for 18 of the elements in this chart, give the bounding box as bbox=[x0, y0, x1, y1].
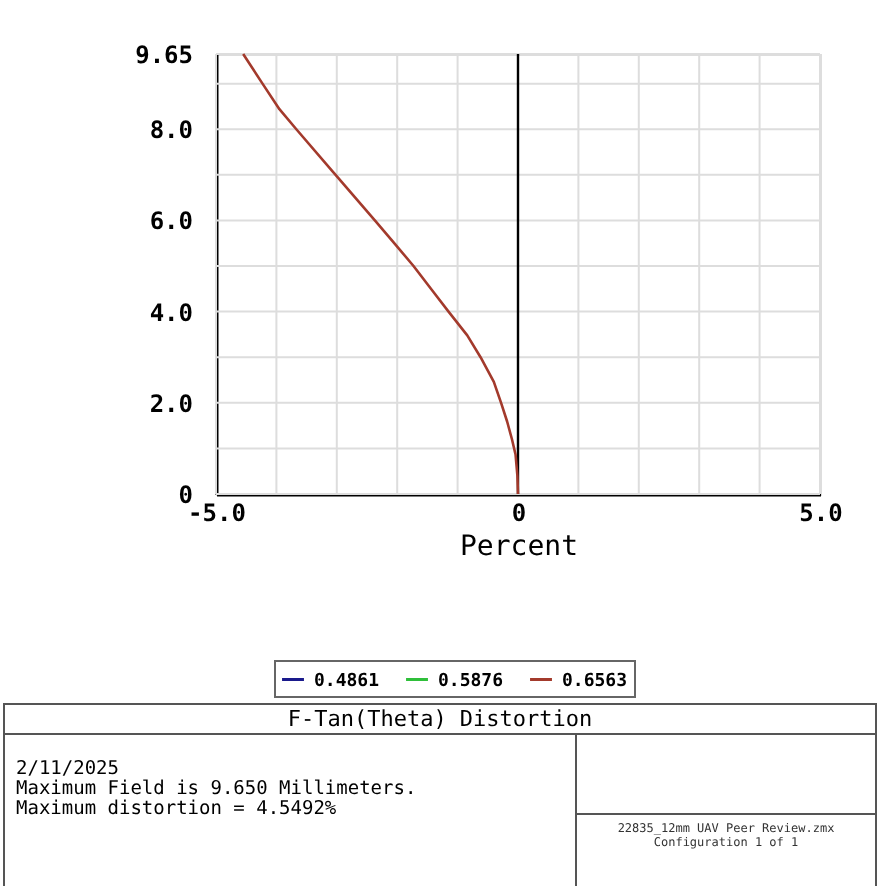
x-tick-label: 5.0 bbox=[799, 499, 843, 527]
x-tick-label: -5.0 bbox=[188, 499, 246, 527]
text: 2/11/2025 bbox=[16, 758, 119, 780]
y-tick-label: 4.0 bbox=[149, 298, 193, 327]
line-series bbox=[241, 52, 520, 496]
text: Maximum distortion = 4.5492% bbox=[16, 798, 337, 820]
y-tick-label: 8.0 bbox=[149, 116, 193, 145]
legend-label: 0.6563 bbox=[562, 671, 628, 692]
y-tick-label: 6.0 bbox=[149, 207, 193, 236]
y-tick-label: 0 bbox=[178, 481, 193, 509]
y-tick-label: 2.0 bbox=[149, 389, 193, 418]
text: F-Tan(Theta) Distortion bbox=[287, 706, 593, 732]
y-tick-label: 9.65 bbox=[135, 41, 193, 69]
legend-label: 0.5876 bbox=[438, 671, 504, 692]
text: Maximum Field is 9.650 Millimeters. bbox=[16, 778, 417, 800]
legend-label: 0.4861 bbox=[314, 671, 380, 692]
x-tick-label: 0 bbox=[511, 499, 527, 527]
x-axis-title: Percent bbox=[459, 531, 579, 563]
